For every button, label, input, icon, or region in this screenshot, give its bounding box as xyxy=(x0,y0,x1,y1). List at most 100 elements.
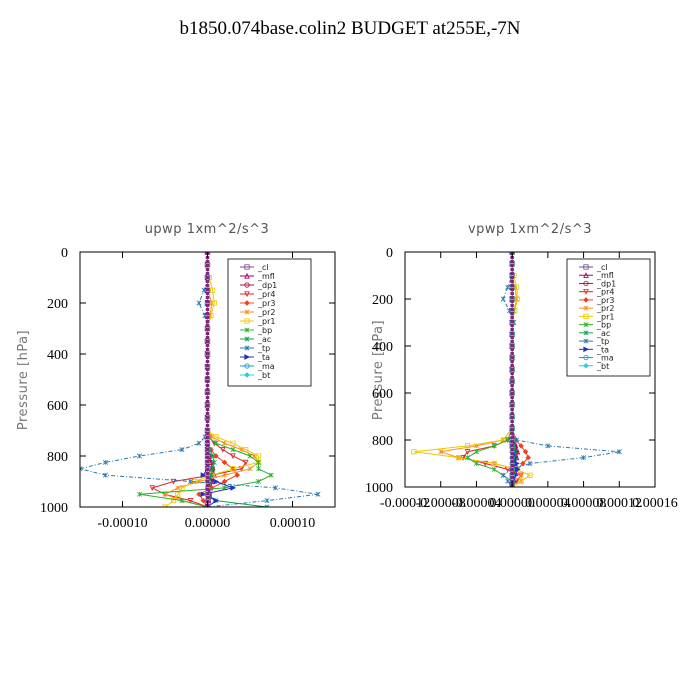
legend-marker-_pr3 xyxy=(583,297,589,303)
data-point-_ta xyxy=(200,472,207,478)
chart-subtitle: vpwp 1xm^2/s^3 xyxy=(468,222,592,237)
x-tick-label: 0.00008 xyxy=(561,496,607,511)
data-point-_bp xyxy=(230,447,236,453)
data-point-_pr1 xyxy=(175,491,181,497)
x-tick-label: 0.00012 xyxy=(597,496,643,511)
series-line-_bp xyxy=(466,252,513,487)
x-tick-label: 0.00010 xyxy=(270,516,316,531)
data-point-_tp xyxy=(527,461,533,466)
legend-label: _pr1 xyxy=(596,312,614,321)
y-axis-label: Pressure [hPa] xyxy=(16,330,31,430)
legend-label: _bt xyxy=(596,362,609,371)
data-point-_pr3 xyxy=(522,448,529,455)
y-tick-label: 1000 xyxy=(365,481,393,496)
data-point-_bp xyxy=(179,498,185,504)
data-point-_tp xyxy=(179,447,185,453)
y-tick-label: 800 xyxy=(47,450,68,465)
data-point-_pr4 xyxy=(242,459,249,466)
data-point-_bp xyxy=(491,443,497,449)
data-point-_tp xyxy=(137,453,142,459)
legend-label: _ac xyxy=(257,335,271,344)
legend-marker-_bp xyxy=(244,327,250,333)
x-tick-label: 0.00000 xyxy=(489,496,535,511)
chart-subtitle: upwp 1xm^2/s^3 xyxy=(145,222,270,237)
plot-area xyxy=(411,252,622,487)
legend-frame xyxy=(566,258,651,377)
legend-label: _dp1 xyxy=(596,279,616,288)
data-point-_bp xyxy=(256,466,261,472)
y-tick-label: 0 xyxy=(386,246,393,261)
legend-marker-_dp1 xyxy=(244,282,250,288)
x-tick-label: -0.00010 xyxy=(97,516,147,531)
data-point-_pr3 xyxy=(213,453,219,459)
data-point-_tp xyxy=(505,284,511,290)
legend-marker-_ta xyxy=(244,354,251,360)
legend-label: _pr4 xyxy=(257,290,275,299)
x-tick-label: 0.00000 xyxy=(185,516,231,531)
legend-marker-_pr1 xyxy=(244,318,250,324)
data-point-_pr4 xyxy=(460,455,466,461)
legend-marker-_ac xyxy=(244,336,250,342)
legend-marker-_pr2 xyxy=(583,305,589,311)
y-tick-label: 400 xyxy=(372,340,393,355)
data-point-_pr3 xyxy=(525,454,531,461)
x-tick-label: 0.00016 xyxy=(632,496,678,511)
data-point-_pr1 xyxy=(243,447,249,453)
data-point-_pr1 xyxy=(411,449,417,455)
legend-label: _pr3 xyxy=(596,296,614,305)
legend-marker-_ta xyxy=(583,346,590,353)
page-title: b1850.074base.colin2 BUDGET at255E,-7N xyxy=(179,18,521,39)
data-point-_pr4 xyxy=(149,485,156,491)
data-point-_pr2 xyxy=(247,466,253,472)
data-point-_tp xyxy=(103,459,108,465)
legend-marker-_pr4 xyxy=(244,291,250,298)
legend-marker-_pr2 xyxy=(244,309,250,315)
data-point-_ac xyxy=(211,459,217,465)
legend-label: _pr3 xyxy=(257,299,275,308)
data-point-_pr4 xyxy=(482,460,489,467)
axis-frame xyxy=(404,251,656,488)
legend-marker-_dp1 xyxy=(583,280,589,287)
data-point-_pr3 xyxy=(221,459,228,466)
chart-panel-upwp: upwp 1xm^2/s^3 Pressure [hPa] -0.00010 0.00… xyxy=(16,222,336,531)
data-point-_tp xyxy=(315,491,321,497)
legend: _cl_mfl_dp1_pr4_pr3_pr2_pr1_bp_ac_tp_ta_… xyxy=(566,258,651,377)
data-point-_ta xyxy=(200,491,207,498)
data-point-_bp xyxy=(256,479,261,484)
data-point-_tp xyxy=(188,479,193,484)
x-tick-label: -0.00004 xyxy=(451,496,501,511)
data-point-_tp xyxy=(505,478,511,484)
legend-label: _cl xyxy=(257,263,269,272)
data-point-_pr2 xyxy=(222,472,227,478)
legend-marker-_pr1 xyxy=(583,313,589,319)
data-point-_pr3 xyxy=(234,472,241,478)
data-point-_pr2 xyxy=(438,449,444,455)
plot-area xyxy=(80,252,321,507)
y-tick-label: 1000 xyxy=(40,501,68,516)
y-tick-label: 400 xyxy=(47,348,68,363)
data-point-_pr4 xyxy=(464,449,471,455)
data-point-_pr2 xyxy=(518,472,524,478)
x-tick-label: 0.00004 xyxy=(525,496,571,511)
y-tick-label: 600 xyxy=(47,399,68,414)
data-point-_tp xyxy=(581,455,587,461)
legend-marker-_mfl xyxy=(244,272,250,279)
x-tick-label: -0.00012 xyxy=(380,496,430,511)
y-tick-label: 200 xyxy=(372,293,393,308)
legend-marker-_ma xyxy=(583,354,589,361)
data-point-_pr1 xyxy=(170,498,177,504)
legend-marker-_tp xyxy=(244,345,250,351)
legend-marker-_bt xyxy=(583,363,589,369)
data-point-_tp xyxy=(273,485,278,491)
legend-marker-_pr3 xyxy=(244,300,250,306)
data-point-_tp xyxy=(196,440,202,446)
legend-label: _mfl xyxy=(257,272,275,281)
data-point-_bp xyxy=(137,491,142,497)
data-point-_pr1 xyxy=(464,443,471,449)
legend-frame xyxy=(227,258,312,387)
data-point-_pr3 xyxy=(221,478,228,485)
legend-label: _mfl xyxy=(596,271,614,280)
data-point-_ta xyxy=(514,460,520,467)
